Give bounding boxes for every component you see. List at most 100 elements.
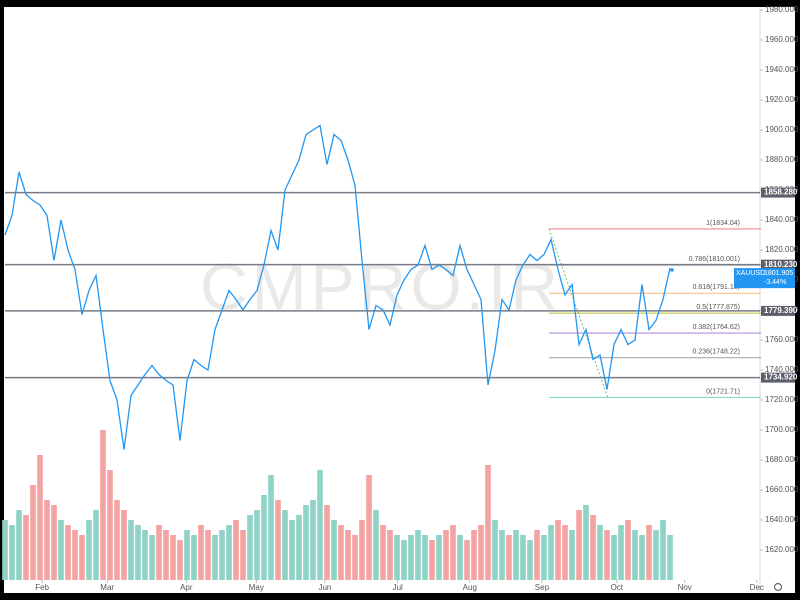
fib-label: 0(1721.71) — [706, 388, 740, 395]
volume-bar — [401, 540, 407, 580]
volume-bar — [149, 535, 155, 580]
x-tick-label: Sep — [535, 583, 550, 592]
y-tick-label: 1840.000 — [765, 215, 799, 224]
x-tick-label: May — [249, 583, 264, 592]
volume-bar — [632, 530, 638, 580]
volume-bar — [415, 530, 421, 580]
last-price-box — [734, 268, 795, 289]
volume-bar — [471, 530, 477, 580]
series-name: XAUUSD — [736, 270, 765, 277]
x-tick-label: Dec — [750, 583, 764, 592]
volume-bar — [205, 530, 211, 580]
x-tick-label: Oct — [611, 583, 624, 592]
watermark: CMPRO.IR — [200, 249, 562, 323]
volume-bar — [464, 540, 470, 580]
fib-label: 0.382(1764.62) — [693, 324, 740, 331]
hline-label-box — [761, 305, 795, 316]
volume-bar — [86, 520, 92, 580]
volume-bar — [275, 500, 281, 580]
volume-bar — [191, 535, 197, 580]
settings-gear[interactable] — [773, 582, 783, 592]
volume-bar — [373, 510, 379, 580]
volume-bar — [590, 515, 596, 580]
volume-bar — [30, 485, 36, 580]
volume-bar — [429, 540, 435, 580]
y-tick-label: 1900.000 — [765, 125, 799, 134]
fib-label: 1(1834.04) — [706, 220, 740, 227]
volume-bar — [520, 535, 526, 580]
volume-bar — [667, 535, 673, 580]
volume-bar — [198, 525, 204, 580]
volume-bar — [107, 470, 113, 580]
volume-bar — [310, 500, 316, 580]
volume-bar — [618, 525, 624, 580]
volume-bar — [380, 525, 386, 580]
volume-bar — [247, 515, 253, 580]
y-tick-label: 1680.000 — [765, 455, 799, 464]
y-tick-label: 1720.000 — [765, 395, 799, 404]
volume-bar — [359, 520, 365, 580]
y-tick-label: 1740.000 — [765, 365, 799, 374]
volume-bar — [93, 510, 99, 580]
volume-bar — [16, 510, 22, 580]
hline-label-box — [761, 372, 795, 383]
volume-bar — [128, 520, 134, 580]
volume-bar — [296, 515, 302, 580]
x-tick-label: Apr — [180, 583, 193, 592]
fib-trend — [548, 228, 609, 398]
volume-bar — [352, 535, 358, 580]
volume-bar — [541, 535, 547, 580]
volume-bar — [562, 525, 568, 580]
volume-bar — [611, 535, 617, 580]
volume-bar — [114, 500, 120, 580]
hline-label-box — [761, 259, 795, 270]
volume-bar — [51, 505, 57, 580]
x-tick-label: Feb — [35, 583, 49, 592]
last-point — [670, 268, 674, 272]
y-tick-label: 1820.000 — [765, 245, 799, 254]
hline-label: 1858.280 — [764, 188, 798, 197]
volume-bar — [492, 520, 498, 580]
volume-bar — [44, 500, 50, 580]
volume-bar — [569, 530, 575, 580]
volume-bar — [233, 520, 239, 580]
volume-bar — [366, 475, 372, 580]
y-tick-label: 1760.000 — [765, 335, 799, 344]
x-tick-label: Nov — [678, 583, 692, 592]
volume-bar — [177, 540, 183, 580]
volume-bar — [450, 525, 456, 580]
y-tick-label: 1700.000 — [765, 425, 799, 434]
price-change: -3.44% — [764, 279, 786, 286]
volume-bar — [527, 540, 533, 580]
volume-bar — [422, 535, 428, 580]
volume-bar — [219, 530, 225, 580]
price-line — [4, 124, 671, 450]
volume-bar — [548, 525, 554, 580]
volume-bar — [135, 525, 141, 580]
volume-bar — [23, 515, 29, 580]
y-tick-label: 1920.000 — [765, 95, 799, 104]
volume-bar — [184, 530, 190, 580]
volume-bar — [100, 430, 106, 580]
volume-bar — [408, 535, 414, 580]
volume-bar — [646, 525, 652, 580]
volume-bar — [2, 520, 8, 580]
volume-bar — [268, 475, 274, 580]
volume-bar — [499, 530, 505, 580]
volume-bar — [170, 535, 176, 580]
volume-bar — [625, 520, 631, 580]
volume-bar — [506, 535, 512, 580]
volume-bar — [65, 525, 71, 580]
volume-bar — [576, 510, 582, 580]
volume-bar — [485, 465, 491, 580]
volume-bar — [660, 520, 666, 580]
volume-bar — [597, 525, 603, 580]
volume-bar — [639, 535, 645, 580]
fib-label: 0.786(1810.001) — [689, 256, 740, 263]
y-tick-label: 1640.000 — [765, 515, 799, 524]
volume-bar — [604, 530, 610, 580]
y-tick-label: 1620.000 — [765, 545, 799, 554]
settings-icon[interactable] — [773, 582, 783, 592]
volume-bar — [142, 530, 148, 580]
